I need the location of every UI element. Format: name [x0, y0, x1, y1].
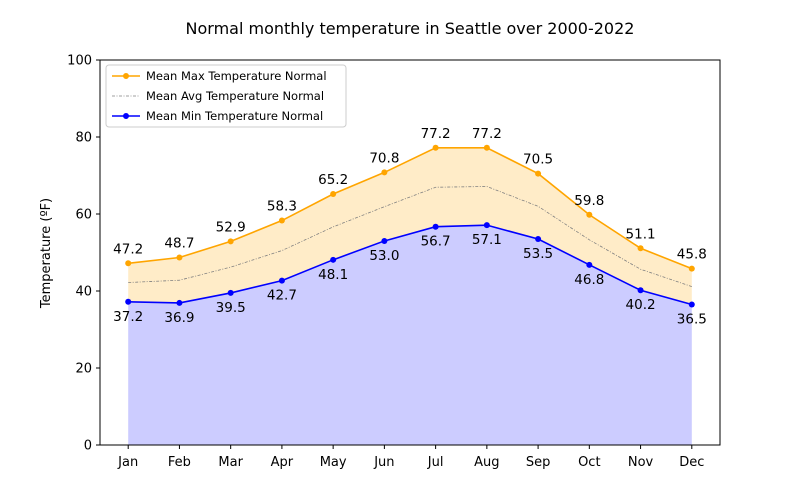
data-point-mean-min [586, 261, 593, 268]
x-tick-label: Mar [218, 455, 243, 470]
data-label-mean-max: 47.2 [113, 241, 143, 257]
data-point-mean-max [432, 144, 439, 151]
data-label-mean-max: 65.2 [318, 172, 348, 188]
y-tick-label: 0 [84, 439, 92, 454]
x-tick-label: Apr [271, 455, 294, 470]
legend-label: Mean Max Temperature Normal [146, 69, 327, 83]
data-point-mean-min [688, 301, 695, 308]
data-label-mean-max: 70.8 [369, 150, 399, 166]
data-label-mean-min: 57.1 [472, 232, 502, 248]
data-point-mean-max [278, 217, 285, 224]
x-tick-label: Jan [117, 455, 138, 470]
y-axis-label: Temperature (ºF) [39, 198, 54, 309]
data-point-mean-max [330, 190, 337, 197]
series-line-mean-max [128, 146, 693, 270]
series-line-mean-min [128, 224, 693, 306]
data-label-mean-max: 77.2 [472, 126, 502, 142]
data-point-mean-max [586, 211, 593, 218]
chart-title: Normal monthly temperature in Seattle ov… [186, 19, 635, 38]
data-label-mean-min: 36.5 [677, 311, 707, 327]
data-point-mean-max [176, 254, 183, 261]
data-label-mean-max: 77.2 [421, 126, 451, 142]
legend: Mean Max Temperature Normal Mean Avg Temp… [105, 64, 347, 128]
data-point-mean-min [278, 277, 285, 284]
data-label-mean-min: 37.2 [113, 309, 143, 325]
legend-marker-swatch [123, 113, 129, 119]
legend-label: Mean Avg Temperature Normal [146, 89, 324, 103]
y-tick-label: 60 [75, 208, 92, 223]
data-point-mean-min [535, 236, 542, 243]
x-tick-label: Jun [373, 455, 394, 470]
y-tick-label: 40 [75, 285, 92, 300]
x-tick-label: Aug [474, 455, 499, 470]
axes-frame [99, 59, 721, 446]
data-point-mean-min [483, 222, 490, 229]
data-point-mean-min [637, 287, 644, 294]
x-tick-label: May [320, 455, 347, 470]
data-label-mean-max: 59.8 [574, 193, 604, 209]
data-point-mean-max [637, 245, 644, 252]
data-point-mean-max [688, 265, 695, 272]
data-label-mean-max: 52.9 [216, 219, 246, 235]
legend-box [105, 64, 347, 128]
data-label-mean-min: 42.7 [267, 288, 297, 304]
fill-below-min [128, 225, 692, 445]
legend-item-mean-min: Mean Min Temperature Normal [112, 109, 323, 123]
data-point-mean-min [330, 256, 337, 263]
fill-between-max-min [128, 147, 692, 305]
data-label-mean-max: 45.8 [677, 247, 707, 263]
x-tick-label: Dec [679, 455, 704, 470]
data-point-mean-max [483, 144, 490, 151]
data-label-mean-max: 51.1 [626, 226, 656, 242]
data-label-mean-min: 53.0 [369, 248, 399, 264]
data-label-mean-min: 40.2 [626, 297, 656, 313]
data-label-mean-min: 39.5 [216, 300, 246, 316]
x-tick-label: Sep [526, 455, 551, 470]
data-point-mean-max [535, 170, 542, 177]
legend-item-mean-max: Mean Max Temperature Normal [112, 69, 327, 83]
data-label-mean-min: 53.5 [523, 246, 553, 262]
y-tick-label: 100 [67, 54, 92, 69]
data-point-mean-max [227, 238, 234, 245]
y-tick-label: 20 [75, 362, 92, 377]
data-point-mean-min [432, 223, 439, 230]
data-point-mean-min [125, 298, 132, 305]
data-label-mean-max: 48.7 [164, 236, 194, 252]
data-label-mean-min: 48.1 [318, 267, 348, 283]
y-tick-label: 80 [75, 131, 92, 146]
data-label-mean-min: 56.7 [421, 234, 451, 250]
data-label-mean-max: 58.3 [267, 199, 297, 215]
data-point-mean-min [176, 299, 183, 306]
series-line-mean-avg [128, 186, 692, 287]
data-label-mean-min: 46.8 [574, 272, 604, 288]
x-tick-label: Oct [578, 455, 600, 470]
legend-label: Mean Min Temperature Normal [146, 109, 323, 123]
data-point-mean-max [125, 260, 132, 267]
data-point-mean-min [227, 289, 234, 296]
x-tick-label: Feb [168, 455, 191, 470]
x-tick-label: Nov [628, 455, 654, 470]
data-point-mean-max [381, 169, 388, 176]
data-point-mean-min [381, 237, 388, 244]
legend-item-mean-avg: Mean Avg Temperature Normal [112, 89, 324, 103]
data-label-mean-max: 70.5 [523, 152, 553, 168]
x-tick-label: Jul [427, 455, 444, 470]
plot-area: 0 20 40 60 80 100 Jan Feb Mar Apr May Jun Jul Aug Sep O… [67, 54, 721, 470]
data-label-mean-min: 36.9 [164, 310, 194, 326]
legend-marker-swatch [123, 73, 129, 79]
